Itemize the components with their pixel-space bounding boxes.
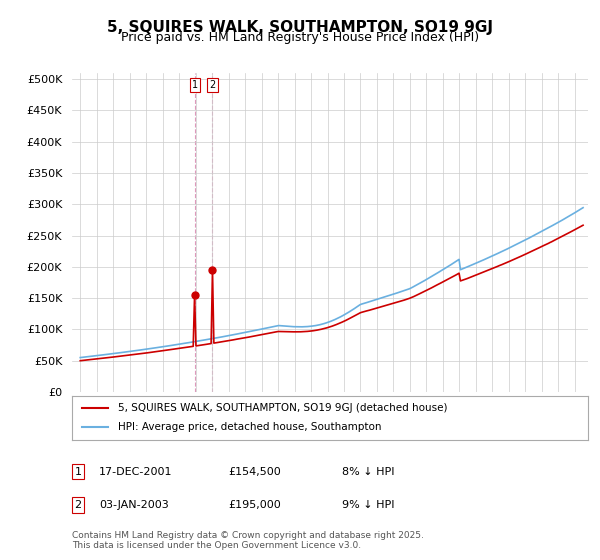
Text: HPI: Average price, detached house, Southampton: HPI: Average price, detached house, Sout… [118, 422, 382, 432]
Text: 5, SQUIRES WALK, SOUTHAMPTON, SO19 9GJ (detached house): 5, SQUIRES WALK, SOUTHAMPTON, SO19 9GJ (… [118, 403, 448, 413]
Text: Price paid vs. HM Land Registry's House Price Index (HPI): Price paid vs. HM Land Registry's House … [121, 31, 479, 44]
Text: 5, SQUIRES WALK, SOUTHAMPTON, SO19 9GJ: 5, SQUIRES WALK, SOUTHAMPTON, SO19 9GJ [107, 20, 493, 35]
Text: 8% ↓ HPI: 8% ↓ HPI [342, 466, 395, 477]
Text: 2: 2 [209, 80, 215, 90]
Text: £195,000: £195,000 [228, 500, 281, 510]
Text: 2: 2 [74, 500, 82, 510]
Text: 17-DEC-2001: 17-DEC-2001 [99, 466, 173, 477]
Text: £154,500: £154,500 [228, 466, 281, 477]
Text: 1: 1 [74, 466, 82, 477]
Text: 03-JAN-2003: 03-JAN-2003 [99, 500, 169, 510]
Text: 9% ↓ HPI: 9% ↓ HPI [342, 500, 395, 510]
Text: 1: 1 [191, 80, 197, 90]
Text: Contains HM Land Registry data © Crown copyright and database right 2025.
This d: Contains HM Land Registry data © Crown c… [72, 530, 424, 550]
